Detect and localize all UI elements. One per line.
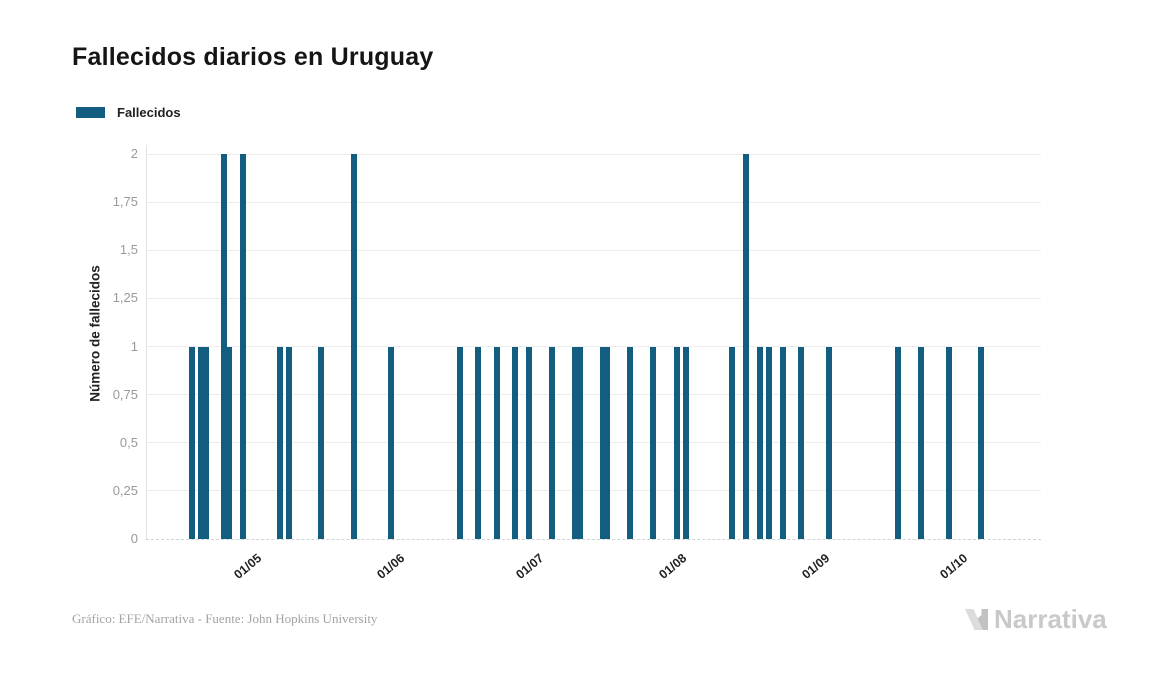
bar[interactable]: [978, 346, 985, 539]
bar[interactable]: [576, 346, 583, 539]
x-tick-label: 01/06: [327, 549, 408, 582]
bar[interactable]: [456, 346, 463, 539]
chart-title: Fallecidos diarios en Uruguay: [72, 43, 434, 71]
bar[interactable]: [286, 346, 292, 539]
narrativa-logo: Narrativa: [963, 604, 1107, 635]
x-tick-label-text: 01/07: [512, 551, 546, 582]
bar[interactable]: [226, 346, 233, 539]
bar[interactable]: [627, 346, 634, 539]
bar[interactable]: [779, 346, 786, 539]
y-tick-label: 2: [130, 146, 138, 161]
bar[interactable]: [239, 154, 246, 539]
bar[interactable]: [221, 154, 228, 539]
bar[interactable]: [387, 346, 394, 539]
bar[interactable]: [604, 346, 611, 539]
x-tick-label: 01/10: [889, 549, 970, 582]
x-tick-label-text: 01/10: [937, 551, 971, 582]
x-tick-label: 01/05: [183, 549, 265, 582]
bar[interactable]: [673, 346, 680, 539]
bar[interactable]: [572, 346, 579, 539]
gridline: [146, 249, 1041, 251]
x-tick-label-text: 01/05: [231, 551, 265, 582]
bar[interactable]: [742, 154, 749, 539]
gridline: [146, 297, 1041, 299]
gridline: [146, 153, 1041, 155]
y-tick-label: 1,5: [119, 242, 138, 258]
bar[interactable]: [202, 346, 209, 539]
gridline: [146, 442, 1041, 444]
gridline: [146, 394, 1041, 396]
y-axis-line: [146, 145, 147, 539]
bar[interactable]: [475, 346, 482, 539]
bar[interactable]: [512, 346, 519, 539]
legend: Fallecidos: [76, 105, 181, 120]
bar[interactable]: [493, 346, 500, 539]
bar[interactable]: [650, 346, 657, 539]
y-tick-label: 1,25: [112, 290, 138, 306]
x-tick-label-text: 01/09: [798, 551, 832, 582]
legend-item-label: Fallecidos: [117, 105, 181, 120]
y-tick-label: 0: [130, 531, 138, 546]
narrativa-logo-icon: [965, 609, 988, 630]
bar[interactable]: [189, 346, 196, 539]
bar[interactable]: [756, 346, 763, 539]
bar[interactable]: [525, 346, 532, 539]
bar[interactable]: [350, 154, 357, 539]
narrativa-logo-text: Narrativa: [994, 604, 1107, 634]
y-tick-label: 1,75: [112, 194, 138, 210]
credit-line: Gráfico: EFE/Narrativa - Fuente: John Ho…: [72, 611, 378, 626]
bar[interactable]: [765, 346, 772, 539]
bar[interactable]: [918, 346, 925, 539]
y-tick-label: 0,75: [112, 386, 138, 402]
bar[interactable]: [318, 346, 325, 539]
gridline: [146, 201, 1041, 203]
bar[interactable]: [945, 346, 952, 539]
gridline: [146, 346, 1041, 347]
bar[interactable]: [198, 346, 205, 539]
y-tick-label: 0,5: [119, 434, 138, 450]
bar[interactable]: [682, 346, 689, 539]
x-tick-label-text: 01/08: [655, 551, 689, 582]
x-tick-label: 01/07: [465, 549, 546, 582]
y-tick-label: 0,25: [112, 482, 138, 498]
bar[interactable]: [894, 346, 901, 539]
x-tick-label: 01/08: [608, 549, 689, 582]
bar[interactable]: [825, 346, 832, 539]
bar[interactable]: [728, 346, 735, 539]
gridline: [146, 538, 1041, 541]
x-tick-label: 01/09: [751, 549, 832, 582]
x-tick-label-text: 01/06: [374, 551, 408, 582]
gridline: [146, 490, 1041, 492]
legend-swatch-fallecidos: [76, 107, 105, 118]
y-tick-label: 1: [130, 338, 138, 354]
bar[interactable]: [599, 346, 606, 539]
bar[interactable]: [548, 346, 555, 539]
bar[interactable]: [276, 346, 283, 539]
bar[interactable]: [798, 346, 805, 539]
